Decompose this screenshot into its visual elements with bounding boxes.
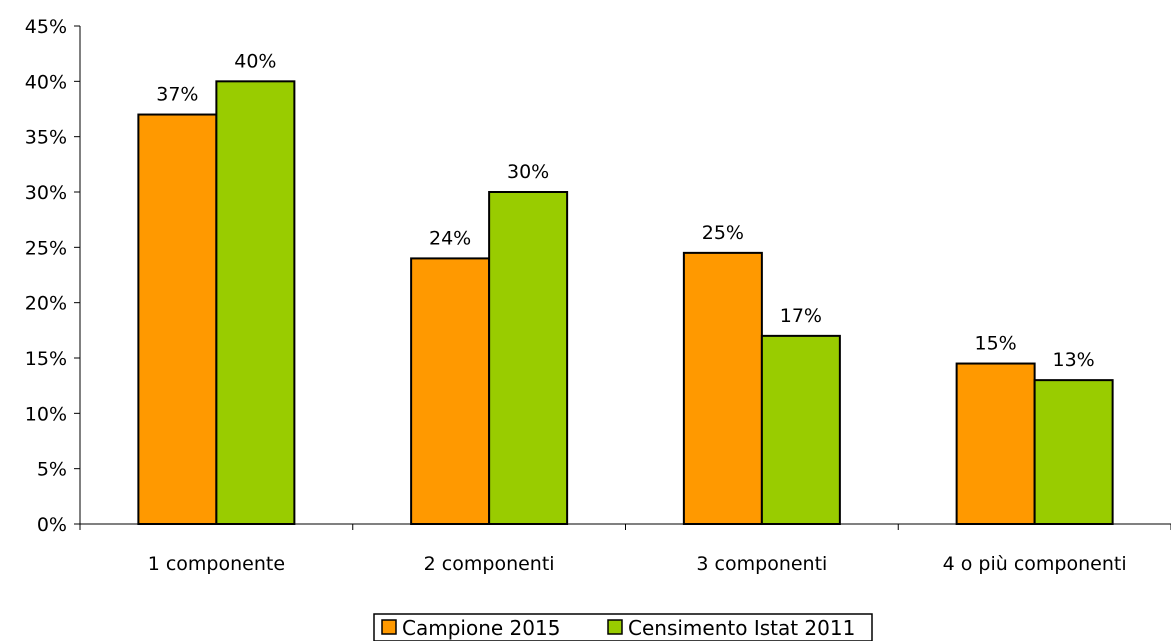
y-axis: 0% 5% 10% 15% 20% 25% 30% 35% 40% 45%: [25, 16, 81, 536]
data-label-censimento-istat-2011-4-o-pi-componenti: 13%: [1053, 349, 1095, 371]
y-tick-label: 15%: [25, 348, 67, 370]
bar-censimento-istat-2011-1-componente: [215, 80, 296, 525]
bar-censimento-istat-2011-2-componenti: [488, 191, 569, 525]
legend-label-censimento-istat-2011: Censimento Istat 2011: [628, 616, 855, 640]
x-category-label: 4 o più componenti: [943, 553, 1127, 575]
y-tick-label: 25%: [25, 237, 67, 259]
legend-box: [373, 613, 873, 641]
legend-label-campione-2015: Campione 2015: [402, 616, 560, 640]
y-tick-label: 5%: [37, 459, 67, 481]
y-tick-label: 45%: [25, 16, 67, 38]
y-tick-label: 10%: [25, 403, 67, 425]
x-category-label: 3 componenti: [696, 553, 827, 575]
y-tick-label: 0%: [37, 514, 67, 536]
x-category-label: 1 componente: [148, 553, 285, 575]
data-labels: 37% 40% 24% 30% 25% 17% 15% 13%: [156, 50, 1094, 371]
x-category-label: 2 componenti: [424, 553, 555, 575]
legend-swatch-campione-2015: [381, 619, 397, 635]
bar-censimento-istat-2011-4-o-pi-componenti: [1033, 379, 1114, 525]
data-label-campione-2015-2-componenti: 24%: [429, 227, 471, 249]
bar-campione-2015-4-o-pi-componenti: [955, 362, 1036, 525]
data-label-censimento-istat-2011-1-componente: 40%: [234, 50, 276, 72]
data-label-censimento-istat-2011-3-componenti: 17%: [780, 305, 822, 327]
legend: Campione 2015 Censimento Istat 2011: [373, 613, 873, 641]
y-tick-label: 40%: [25, 71, 67, 93]
data-label-campione-2015-1-componente: 37%: [156, 84, 198, 106]
y-tick-label: 35%: [25, 127, 67, 149]
data-label-censimento-istat-2011-2-componenti: 30%: [507, 161, 549, 183]
bar-campione-2015-1-componente: [137, 113, 218, 526]
data-label-campione-2015-3-componenti: 25%: [702, 222, 744, 244]
x-axis: 1 componente 2 componenti 3 componenti 4 o …: [79, 523, 1171, 575]
y-tick-label: 20%: [25, 293, 67, 315]
data-label-campione-2015-4-o-pi-componenti: 15%: [975, 333, 1017, 355]
bar-campione-2015-2-componenti: [410, 257, 491, 525]
y-tick-label: 30%: [25, 182, 67, 204]
bars: [137, 80, 1114, 526]
bar-campione-2015-3-componenti: [682, 251, 763, 525]
bar-censimento-istat-2011-3-componenti: [760, 334, 841, 525]
legend-swatch-censimento-istat-2011: [607, 619, 623, 635]
